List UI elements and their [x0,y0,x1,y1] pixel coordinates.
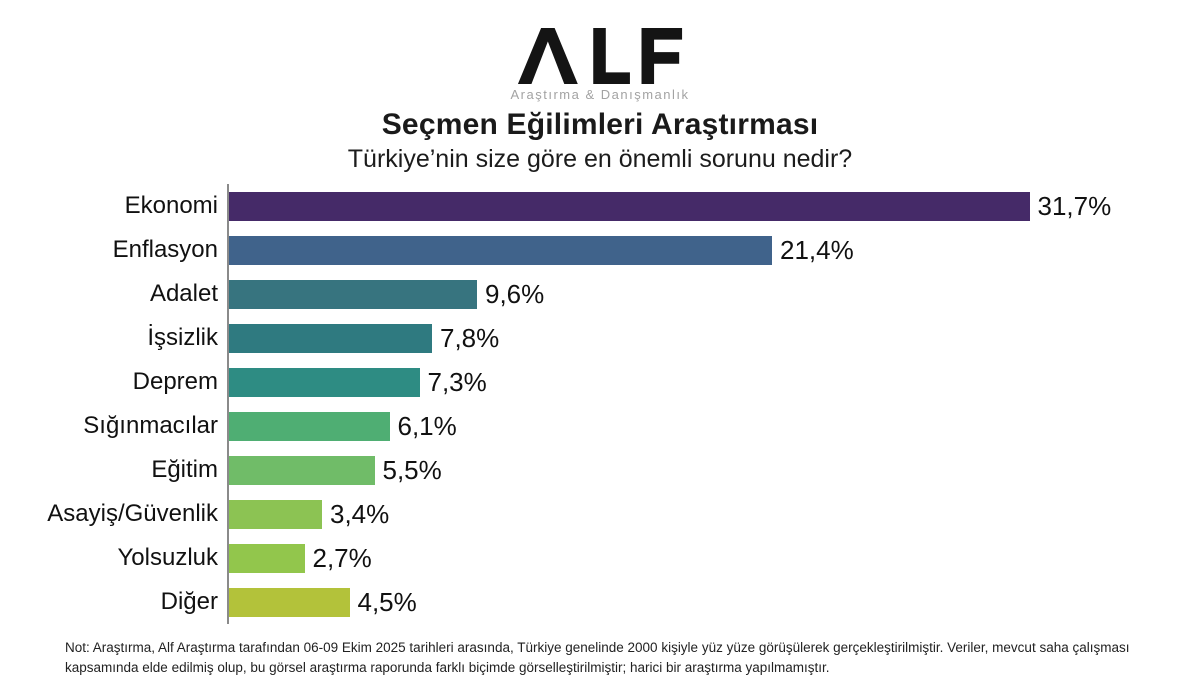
bar [229,411,390,441]
footnote: Not: Araştırma, Alf Araştırma tarafından… [65,640,1130,675]
chart-row: Diğer 4,5% [0,580,1200,624]
chart-title: Seçmen Eğilimleri Araştırması [381,108,819,141]
bar [229,367,420,397]
logo-letter-a [517,28,578,84]
value-label: 21,4% [780,234,854,265]
category-label: Ekonomi [124,192,218,219]
bar [229,279,477,309]
bar [229,191,1030,221]
bar-track: 9,6% [227,272,1200,316]
bar-track: 7,8% [227,316,1200,360]
bar-track: 21,4% [227,228,1200,272]
category-label: Diğer [160,588,218,615]
value-label: 7,8% [440,322,500,353]
logo-tagline: Araştırma & Danışmanlık [510,87,690,102]
chart-row: Ekonomi 31,7% [0,184,1200,228]
value-label: 5,5% [382,454,442,485]
chart-row: İşsizlik 7,8% [0,316,1200,360]
category-label: Deprem [132,368,218,395]
category-label: Yolsuzluk [117,544,218,571]
bar-track: 7,3% [227,360,1200,404]
value-label: 9,6% [485,278,545,309]
bar [229,455,375,485]
chart-row: Deprem 7,3% [0,360,1200,404]
bar-track: 2,7% [227,536,1200,580]
bar-track: 5,5% [227,448,1200,492]
bar [229,235,772,265]
logo-letter-f [641,28,683,84]
chart-row: Yolsuzluk 2,7% [0,536,1200,580]
chart-row: Sığınmacılar 6,1% [0,404,1200,448]
chart-rows: Ekonomi 31,7% Enflasyon 21,4% Adalet 9,6% İşsi… [0,184,1200,624]
bar [229,587,350,617]
alf-logo [517,28,683,84]
header: Araştırma & Danışmanlık Seçmen Eğilimler… [0,0,1200,174]
bar [229,323,432,353]
category-label: Enflasyon [112,236,218,263]
category-label: Adalet [149,280,218,307]
logo-letter-l [593,28,630,84]
chart-row: Adalet 9,6% [0,272,1200,316]
value-label: 3,4% [330,498,390,529]
value-label: 4,5% [357,586,417,617]
bar-chart: Ekonomi 31,7% Enflasyon 21,4% Adalet 9,6% İşsi… [0,184,1200,624]
bar [229,499,322,529]
chart-row: Enflasyon 21,4% [0,228,1200,272]
bar-track: 6,1% [227,404,1200,448]
value-label: 6,1% [397,410,457,441]
bar [229,543,305,573]
category-label: Asayiş/Güvenlik [47,500,218,527]
bar-track: 3,4% [227,492,1200,536]
chart-row: Eğitim 5,5% [0,448,1200,492]
category-label: Sığınmacılar [83,412,218,439]
value-label: 7,3% [427,366,487,397]
bar-track: 31,7% [227,184,1200,228]
bar-track: 4,5% [227,580,1200,624]
chart-subtitle: Türkiye’nin size göre en önemli sorunu n… [347,145,853,173]
chart-row: Asayiş/Güvenlik 3,4% [0,492,1200,536]
value-label: 31,7% [1037,190,1112,221]
category-label: Eğitim [151,456,218,483]
value-label: 2,7% [312,542,372,573]
category-label: İşsizlik [147,324,218,351]
